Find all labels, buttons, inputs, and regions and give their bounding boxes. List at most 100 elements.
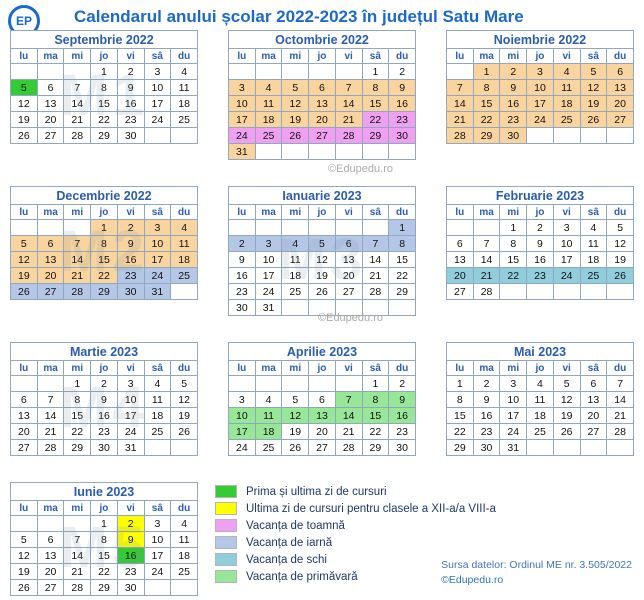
day-name-header: sâ [361,48,390,64]
day-cell: 20 [579,407,608,424]
day-cell: 5 [552,375,581,392]
day-cell: 3 [499,375,528,392]
day-cell: 27 [36,579,65,596]
month-10: Iunie 2023 lu ma mi jo vi sâ du 1 2 3 4 5 6 7 8 9 10 11 12 1… [10,482,198,596]
day-cell: 10 [228,95,256,112]
day-cell [36,63,65,80]
day-cell: 27 [308,127,336,144]
day-cell: 21 [63,563,92,580]
day-cell: 1 [446,375,474,392]
day-cell: 18 [143,407,172,424]
day-cell: 16 [499,95,528,112]
page-title: Calendarul anului școlar 2022-2023 în ju… [74,7,524,26]
day-cell: 8 [90,235,118,252]
day-cell: 21 [361,267,390,284]
day-cell: 4 [552,63,581,80]
day-cell: 2 [388,63,416,80]
day-cell: 1 [361,375,390,392]
day-cell: 29 [90,283,118,300]
day-cell: 5 [606,219,634,236]
day-cell: 21 [63,267,92,284]
day-cell: 30 [499,127,528,144]
day-cell: 9 [116,79,145,96]
day-cell: 31 [254,299,283,316]
legend-swatch [215,519,237,532]
day-cell: 27 [334,283,363,300]
day-name-header: ma [254,204,283,220]
day-cell: 9 [116,235,145,252]
day-cell: 9 [388,79,416,96]
day-cell: 6 [308,391,336,408]
day-cell: 31 [143,283,172,300]
legend: Prima și ultima zi de cursuri Ultima zi d… [215,482,634,587]
day-cell [254,143,283,160]
day-name-header: mi [63,204,92,220]
day-cell [281,375,310,392]
day-cell [228,375,256,392]
day-cell: 15 [361,407,390,424]
day-name-header: lu [446,204,474,220]
day-cell: 28 [334,439,363,456]
day-cell: 10 [499,391,528,408]
day-cell [281,299,310,316]
day-cell [281,219,310,236]
day-cell: 18 [170,547,198,564]
day-cell: 27 [446,283,474,300]
day-cell: 22 [361,423,390,440]
day-name-header: mi [499,48,528,64]
day-cell: 7 [63,531,92,548]
day-name-header: sâ [579,360,608,376]
day-name-header: ma [36,500,65,516]
day-cell: 28 [63,127,92,144]
day-cell: 4 [170,515,198,532]
day-cell: 8 [472,79,501,96]
day-cell: 12 [170,391,198,408]
day-cell: 8 [388,235,416,252]
day-cell: 5 [308,235,336,252]
day-cell: 30 [116,127,145,144]
day-cell: 5 [281,79,310,96]
day-cell: 5 [579,63,608,80]
day-cell: 22 [90,267,118,284]
day-cell: 18 [579,251,608,268]
day-cell: 6 [308,79,336,96]
day-cell: 10 [228,407,256,424]
legend-swatch [215,485,237,498]
day-cell: 16 [90,407,118,424]
day-cell: 19 [281,423,310,440]
day-cell: 14 [361,251,390,268]
day-cell: 22 [63,423,92,440]
day-cell: 16 [388,407,416,424]
month-table: Februarie 2023 lu ma mi jo vi sâ du 1 2 3 4 5 6 7 8 9 10 1… [446,186,634,300]
day-cell [526,283,554,300]
day-cell: 2 [116,63,145,80]
month-table: Noiembrie 2022 lu ma mi jo vi sâ du 1 2 3 4 5 6 7 8 9 10 1… [446,30,634,144]
day-cell: 27 [36,283,65,300]
day-name-header: jo [90,48,118,64]
day-cell [334,219,363,236]
day-cell: 3 [143,219,172,236]
day-cell: 25 [254,127,283,144]
day-name-header: vi [334,360,363,376]
day-cell: 9 [499,79,528,96]
day-cell: 13 [606,79,634,96]
day-name-header: vi [334,48,363,64]
day-cell: 20 [36,563,65,580]
day-name-header: lu [228,360,256,376]
day-name-header: ma [254,360,283,376]
day-cell: 19 [10,111,38,128]
day-cell: 2 [526,219,554,236]
day-cell: 5 [10,79,38,96]
day-cell: 27 [606,111,634,128]
day-cell: 29 [63,439,92,456]
day-cell: 10 [526,79,554,96]
day-name-header: vi [116,204,145,220]
day-cell: 30 [116,283,145,300]
day-cell: 10 [143,235,172,252]
day-cell: 9 [388,391,416,408]
day-cell: 11 [552,79,581,96]
day-cell [361,299,390,316]
legend-swatch [215,536,237,549]
day-name-header: du [388,360,416,376]
legend-swatch [215,553,237,566]
